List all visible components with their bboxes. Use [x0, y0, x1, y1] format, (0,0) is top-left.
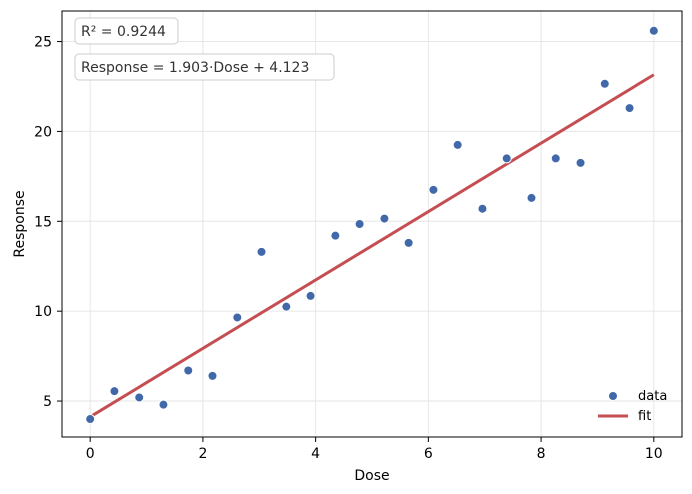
- legend: data fit: [598, 389, 667, 424]
- data-point: [477, 203, 488, 214]
- r2-annotation: R² = 0.9244: [74, 17, 179, 45]
- data-point: [599, 78, 610, 89]
- equation-annotation-box: [74, 53, 335, 81]
- x-tick-label: 0: [86, 446, 95, 462]
- x-axis-label: Dose: [354, 468, 389, 484]
- data-points-layer: [85, 25, 659, 425]
- data-point: [575, 157, 586, 168]
- legend-data-label: data: [638, 389, 667, 404]
- x-tick-label: 6: [424, 446, 433, 462]
- data-point: [550, 153, 561, 164]
- y-axis-label: Response: [12, 190, 28, 257]
- r2-annotation-box: [74, 17, 179, 45]
- data-point: [256, 246, 267, 257]
- tick-layer: 0 2 4 6 8 10 5 10 15 20 25: [34, 35, 663, 462]
- data-point: [648, 25, 659, 36]
- data-point: [501, 153, 512, 164]
- data-point: [232, 312, 243, 323]
- data-point: [305, 290, 316, 301]
- fit-line-layer: [89, 73, 655, 419]
- grid-layer: [62, 11, 682, 437]
- x-tick-label: 4: [311, 446, 320, 462]
- data-point: [207, 370, 218, 381]
- data-point: [624, 103, 635, 114]
- data-point: [330, 230, 341, 241]
- y-tick-label: 5: [43, 394, 52, 410]
- plot-frame: [61, 10, 683, 438]
- y-tick-label: 20: [34, 124, 52, 140]
- equation-annotation-text: Response = 1.903·Dose + 4.123: [81, 60, 309, 76]
- legend-data-marker: [608, 391, 618, 401]
- y-tick-label: 25: [34, 35, 52, 51]
- data-point: [526, 192, 537, 203]
- data-point: [109, 386, 120, 397]
- legend-fit-label: fit: [638, 409, 651, 424]
- data-point: [158, 399, 169, 410]
- x-tick-label: 10: [645, 446, 663, 462]
- data-point: [85, 414, 96, 425]
- data-point: [403, 237, 414, 248]
- data-point: [379, 213, 390, 224]
- fit-line: [89, 73, 655, 419]
- equation-annotation: Response = 1.903·Dose + 4.123: [74, 53, 335, 81]
- data-point: [354, 219, 365, 229]
- x-tick-label: 2: [198, 446, 207, 462]
- data-point: [183, 365, 194, 376]
- r2-annotation-text: R² = 0.9244: [81, 24, 166, 40]
- y-tick-label: 10: [34, 304, 52, 320]
- data-point: [452, 139, 463, 150]
- data-point: [428, 184, 439, 195]
- x-tick-label: 8: [537, 446, 546, 462]
- data-point: [281, 301, 292, 312]
- data-point: [134, 392, 145, 403]
- y-tick-label: 15: [34, 214, 52, 230]
